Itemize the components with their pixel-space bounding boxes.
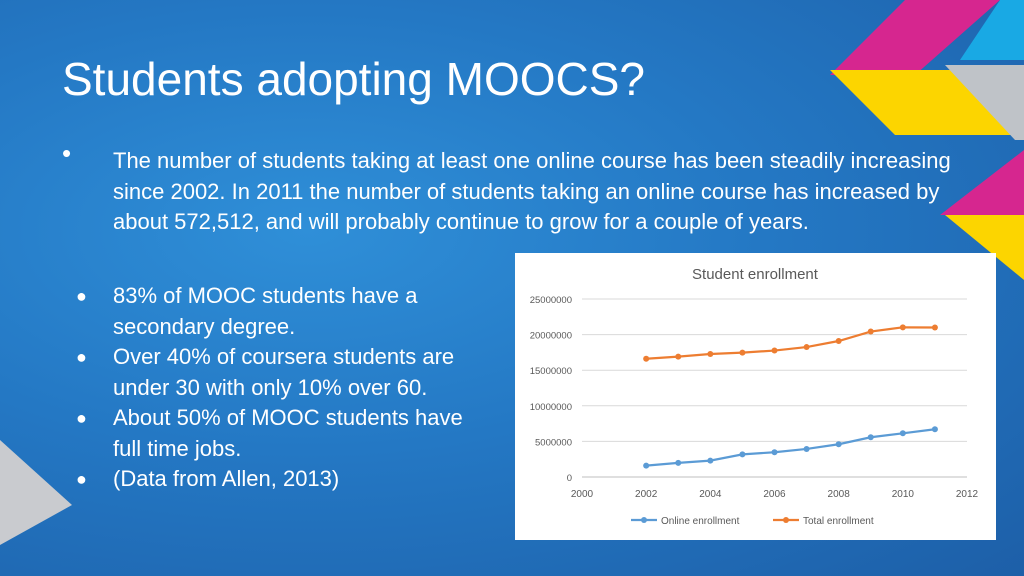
data-point bbox=[771, 449, 778, 456]
data-point bbox=[899, 324, 906, 331]
y-tick-label: 20000000 bbox=[530, 331, 572, 342]
magenta-stripe-shape bbox=[830, 0, 1000, 75]
chart-title: Student enrollment bbox=[692, 266, 819, 283]
bullet-marker: ● bbox=[76, 469, 87, 489]
legend-marker bbox=[783, 517, 789, 523]
bullet-item: ● About 50% of MOOC students have full ti… bbox=[76, 403, 496, 464]
data-point bbox=[803, 445, 810, 452]
bullet-text: Over 40% of coursera students are under … bbox=[113, 344, 455, 400]
yellow-stripe-shape bbox=[830, 70, 1012, 135]
data-point bbox=[675, 459, 682, 466]
data-point bbox=[771, 347, 778, 354]
enrollment-chart: Student enrollment 0 5000000 10000000 15000… bbox=[515, 253, 996, 540]
data-point bbox=[739, 349, 746, 356]
y-tick-label: 10000000 bbox=[530, 402, 572, 413]
data-point bbox=[931, 426, 938, 433]
series-line bbox=[646, 326, 935, 360]
magenta-right-shape bbox=[940, 150, 1024, 215]
x-tick-label: 2002 bbox=[635, 489, 658, 500]
data-point bbox=[899, 430, 906, 437]
data-point bbox=[675, 353, 682, 360]
x-tick-label: 2010 bbox=[892, 489, 915, 500]
x-tick-label: 2006 bbox=[763, 489, 786, 500]
bullet-text: About 50% of MOOC students have full tim… bbox=[113, 405, 463, 461]
bullet-item: ● (Data from Allen, 2013) bbox=[76, 464, 496, 495]
legend-label: Online enrollment bbox=[661, 516, 740, 527]
x-tick-label: 2000 bbox=[571, 489, 594, 500]
y-tick-label: 15000000 bbox=[530, 366, 572, 377]
bullet-marker: ● bbox=[76, 286, 87, 306]
bullet-text: (Data from Allen, 2013) bbox=[113, 466, 340, 491]
gray-left-shape bbox=[0, 440, 72, 545]
data-point bbox=[643, 355, 650, 362]
bullet-list: ● 83% of MOOC students have a secondary d… bbox=[76, 281, 496, 495]
data-point bbox=[835, 338, 842, 345]
gray-stripe-shape bbox=[945, 65, 1024, 140]
data-point bbox=[707, 457, 714, 464]
data-point bbox=[739, 451, 746, 458]
bullet-item: ● Over 40% of coursera students are under… bbox=[76, 342, 496, 403]
y-tick-label: 0 bbox=[567, 473, 572, 484]
legend-label: Total enrollment bbox=[803, 516, 874, 527]
data-point bbox=[707, 350, 714, 357]
cyan-stripe-shape bbox=[960, 0, 1024, 60]
intro-paragraph: The number of students taking at least o… bbox=[113, 148, 951, 234]
bullet-text: 83% of MOOC students have a secondary de… bbox=[113, 283, 418, 339]
data-point bbox=[867, 328, 874, 335]
intro-bullet-marker: • bbox=[62, 138, 72, 168]
bullet-marker: ● bbox=[76, 408, 87, 428]
y-tick-label: 25000000 bbox=[530, 295, 572, 306]
data-point bbox=[803, 344, 810, 351]
slide-title: Students adopting MOOCS? bbox=[62, 53, 645, 105]
data-point bbox=[867, 434, 874, 441]
legend-marker bbox=[641, 517, 647, 523]
bullet-marker: ● bbox=[76, 347, 87, 367]
x-tick-label: 2004 bbox=[699, 489, 722, 500]
x-tick-label: 2008 bbox=[828, 489, 851, 500]
data-point bbox=[931, 324, 938, 331]
yellow-right-shape bbox=[945, 215, 1024, 280]
data-point bbox=[835, 441, 842, 448]
x-tick-label: 2012 bbox=[956, 489, 979, 500]
chart-canvas: Student enrollment 0 5000000 10000000 15000… bbox=[530, 266, 979, 527]
y-tick-label: 5000000 bbox=[535, 437, 572, 448]
bullet-item: ● 83% of MOOC students have a secondary d… bbox=[76, 281, 496, 342]
data-point bbox=[643, 462, 650, 469]
series-line bbox=[646, 428, 936, 467]
